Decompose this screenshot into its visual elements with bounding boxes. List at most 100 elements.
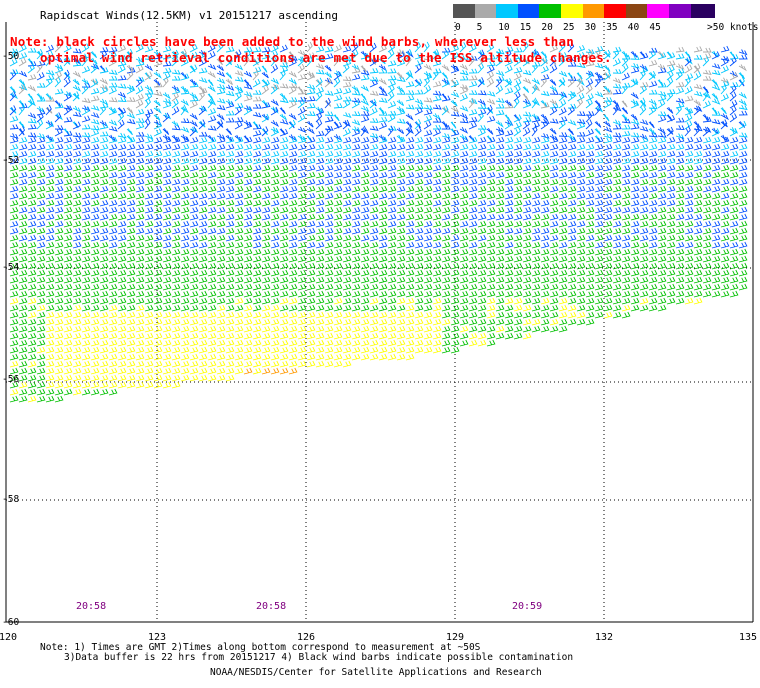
- wind-barb: [576, 262, 586, 270]
- wind-barb: [45, 304, 55, 312]
- wind-barb: [252, 213, 262, 221]
- wind-barb: [144, 206, 154, 214]
- wind-barb: [108, 157, 118, 165]
- wind-barb: [522, 164, 532, 172]
- wind-barb: [531, 241, 541, 249]
- wind-barb: [531, 255, 541, 263]
- wind-barb: [162, 318, 172, 326]
- wind-barb: [9, 234, 19, 242]
- wind-barb: [189, 113, 198, 121]
- wind-barb: [252, 192, 262, 200]
- wind-barb: [720, 269, 730, 277]
- wind-barb: [513, 297, 523, 305]
- wind-barb: [54, 227, 64, 235]
- wind-barb: [702, 56, 710, 67]
- wind-barb: [234, 339, 244, 347]
- wind-barb: [711, 79, 719, 87]
- wind-barb: [441, 178, 451, 186]
- wind-barb: [36, 62, 43, 74]
- wind-barb: [225, 128, 232, 136]
- wind-barb: [414, 107, 423, 116]
- wind-barb: [711, 51, 720, 60]
- x-tick-label: 126: [296, 632, 316, 643]
- wind-barb: [513, 164, 523, 172]
- wind-barb: [171, 171, 181, 179]
- wind-barb: [54, 241, 64, 249]
- wind-barb: [576, 269, 586, 277]
- wind-barb: [90, 118, 100, 125]
- wind-barb: [522, 304, 532, 312]
- wind-barb: [693, 54, 703, 60]
- wind-barb: [144, 241, 154, 249]
- wind-barb: [549, 234, 559, 242]
- wind-barb: [549, 164, 559, 172]
- wind-barb: [297, 199, 307, 207]
- wind-barb: [225, 110, 235, 116]
- wind-barb: [27, 325, 37, 333]
- wind-barb: [108, 97, 118, 103]
- wind-barb: [693, 71, 702, 81]
- wind-barb: [738, 157, 748, 165]
- wind-barb: [199, 131, 208, 137]
- wind-barb: [333, 143, 343, 151]
- wind-barb: [315, 297, 325, 305]
- wind-barb: [684, 51, 691, 59]
- wind-barb: [90, 206, 100, 214]
- wind-barb: [648, 143, 658, 151]
- wind-barb: [360, 332, 370, 340]
- wind-barb: [117, 64, 126, 74]
- wind-barb: [495, 297, 505, 305]
- wind-barb: [18, 304, 28, 312]
- wind-barb: [567, 269, 577, 277]
- wind-barb: [198, 199, 208, 207]
- wind-barb: [207, 325, 217, 333]
- y-tick-label: -58: [2, 494, 20, 505]
- wind-barb: [315, 339, 325, 347]
- wind-barb: [675, 220, 685, 228]
- wind-barb: [612, 136, 622, 144]
- wind-barb: [387, 248, 397, 256]
- wind-barb: [459, 290, 469, 298]
- wind-barb: [261, 353, 271, 361]
- wind-barb: [108, 69, 118, 75]
- wind-barb: [675, 87, 685, 95]
- x-tick-label: 120: [0, 632, 18, 643]
- wind-barb: [72, 269, 82, 277]
- wind-barb: [216, 248, 226, 256]
- wind-barb: [702, 276, 712, 284]
- wind-barb: [216, 318, 226, 326]
- wind-barb: [63, 206, 73, 214]
- wind-barb: [135, 241, 145, 249]
- wind-barb: [675, 136, 685, 144]
- wind-barb: [621, 100, 628, 108]
- wind-barb: [72, 297, 82, 305]
- wind-barb: [630, 262, 640, 270]
- wind-barb: [108, 199, 118, 207]
- wind-barb: [567, 90, 577, 97]
- wind-barb: [567, 61, 577, 67]
- wind-barb: [378, 339, 388, 347]
- wind-barb: [135, 318, 145, 326]
- wind-barb: [720, 220, 730, 228]
- wind-barb: [693, 241, 703, 249]
- wind-barb: [657, 99, 666, 109]
- wind-barb: [171, 234, 181, 242]
- wind-barb: [9, 50, 18, 60]
- wind-barb: [378, 143, 388, 151]
- wind-barb: [378, 234, 388, 242]
- wind-barb: [270, 220, 280, 228]
- wind-barb: [612, 199, 622, 207]
- wind-barb: [108, 107, 118, 116]
- wind-barb: [153, 220, 163, 228]
- wind-barb: [36, 93, 44, 100]
- wind-barb: [549, 178, 559, 186]
- wind-barb: [378, 97, 388, 103]
- wind-barb: [522, 69, 532, 76]
- wind-barb: [297, 353, 307, 361]
- wind-barb: [702, 255, 712, 263]
- wind-barb: [279, 255, 289, 263]
- wind-barb: [144, 111, 151, 123]
- wind-barb: [63, 143, 73, 151]
- wind-barb: [45, 185, 55, 193]
- wind-barb: [351, 220, 361, 228]
